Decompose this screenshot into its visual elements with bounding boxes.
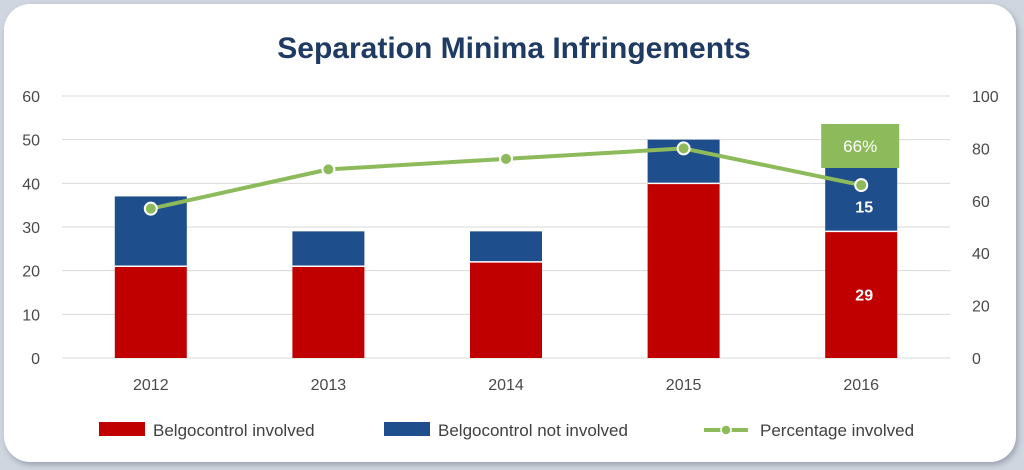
chart-title: Separation Minima Infringements: [277, 32, 750, 65]
bar-segment: [292, 231, 365, 267]
bar-segment: [292, 266, 365, 358]
legend-label: Percentage involved: [760, 421, 914, 440]
y-tick-label: 50: [22, 133, 40, 150]
legend-swatch: [99, 422, 145, 436]
y-tick-label: 10: [22, 307, 40, 324]
chart-card: Separation Minima Infringements 66% 15 29 …: [4, 4, 1016, 462]
line-point: [143, 201, 158, 216]
legend: Belgocontrol involved Belgocontrol not in…: [99, 421, 914, 440]
y-tick-label: 20: [22, 264, 40, 281]
bar-segment: [825, 165, 898, 232]
bar-segment: [470, 261, 542, 358]
percentage-callout: [821, 124, 900, 168]
y2-tick-label: 100: [972, 89, 999, 106]
legend-swatch: [384, 422, 430, 436]
data-label: 15: [855, 200, 873, 217]
axis-ticks: 0 10 20 30 40 50 60 0 20 40 60 80 100 2012 2013 2014 201…: [22, 89, 999, 394]
line-point: [499, 151, 513, 166]
x-tick-label: 2014: [488, 377, 524, 394]
x-tick-label: 2013: [311, 377, 347, 394]
legend-label: Belgocontrol involved: [153, 421, 315, 440]
bar-segment: [825, 231, 898, 358]
percentage-line: [143, 141, 869, 216]
x-tick-label: 2012: [133, 377, 169, 394]
bar-segment: [114, 266, 187, 358]
x-tick-label: 2015: [666, 377, 702, 394]
y2-tick-label: 20: [972, 299, 990, 316]
chart-svg: Separation Minima Infringements 66%1529 …: [22, 32, 999, 440]
bars: [114, 139, 898, 358]
data-label: 29: [855, 288, 873, 305]
bar-segment: [647, 183, 720, 358]
y2-tick-label: 0: [972, 351, 981, 368]
line-point: [321, 162, 336, 177]
bar-segment: [470, 231, 542, 262]
line-point: [854, 178, 869, 193]
y-tick-label: 0: [31, 351, 40, 368]
y-tick-label: 60: [22, 89, 40, 106]
y-tick-label: 40: [22, 176, 40, 193]
y-tick-label: 30: [22, 220, 40, 237]
legend-line-marker: [720, 424, 732, 436]
x-tick-label: 2016: [843, 377, 879, 394]
y2-tick-label: 80: [972, 141, 990, 158]
y2-tick-label: 60: [972, 194, 990, 211]
percentage-callout-text: 66%: [843, 137, 877, 156]
line-point: [676, 141, 691, 156]
data-labels: 66% 15 29: [821, 124, 900, 305]
legend-label: Belgocontrol not involved: [438, 421, 628, 440]
y2-tick-label: 40: [972, 246, 990, 263]
